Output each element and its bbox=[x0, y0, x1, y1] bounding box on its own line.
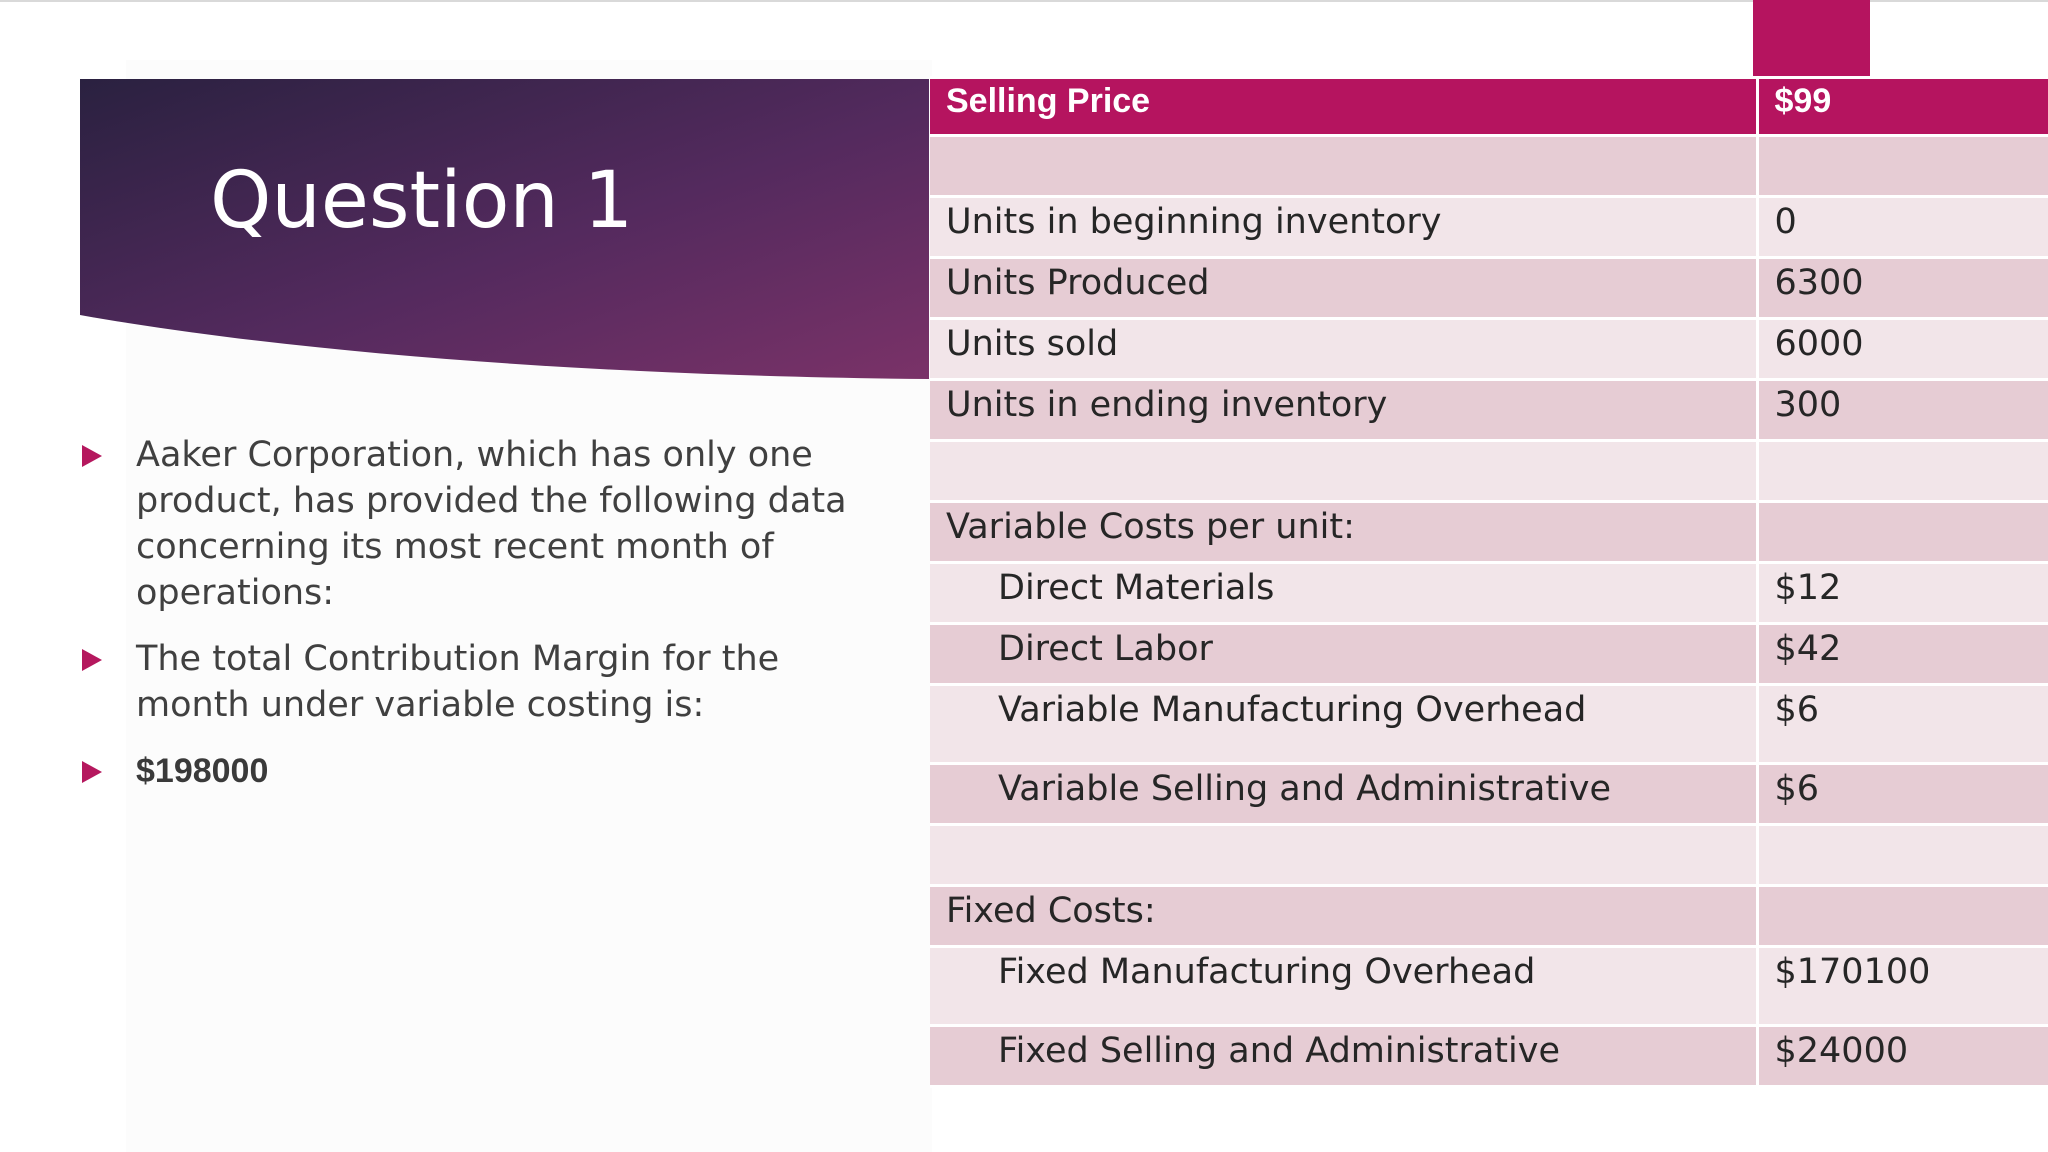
row-value-cell: 0 bbox=[1757, 195, 2048, 259]
row-value-cell: $12 bbox=[1757, 561, 2048, 625]
top-divider bbox=[0, 0, 2048, 2]
table-header-row: Selling Price $99 bbox=[930, 76, 2048, 137]
table-row: Units sold 6000 bbox=[930, 317, 2048, 381]
row-value-cell: $6 bbox=[1757, 762, 2048, 826]
row-value-cell: $24000 bbox=[1757, 1024, 2048, 1088]
row-value-cell: $42 bbox=[1757, 622, 2048, 686]
row-value-cell bbox=[1757, 134, 2048, 198]
row-label-cell: Units Produced bbox=[930, 256, 1759, 320]
row-value-cell: $170100 bbox=[1757, 945, 2048, 1027]
cost-data-table: Selling Price $99 Units in beginning inv… bbox=[930, 76, 2048, 1088]
row-label-cell: Units in ending inventory bbox=[930, 378, 1759, 442]
row-label-cell bbox=[930, 134, 1759, 198]
table-row: Fixed Selling and Administrative $24000 bbox=[930, 1024, 2048, 1088]
answer-text: $198000 bbox=[136, 752, 269, 790]
table-row: Units in ending inventory 300 bbox=[930, 378, 2048, 442]
row-label-cell: Direct Labor bbox=[930, 622, 1759, 686]
title-banner bbox=[80, 79, 929, 381]
row-label-cell: Fixed Selling and Administrative bbox=[930, 1024, 1759, 1088]
accent-tab bbox=[1753, 0, 1870, 76]
table-row: Direct Labor $42 bbox=[930, 622, 2048, 686]
table-row: Variable Selling and Administrative $6 bbox=[930, 762, 2048, 826]
row-label-cell bbox=[930, 823, 1759, 887]
header-value-cell: $99 bbox=[1757, 76, 2048, 137]
row-label-cell: Direct Materials bbox=[930, 561, 1759, 625]
table-row bbox=[930, 439, 2048, 503]
bullet-item: Aaker Corporation, which has only one pr… bbox=[80, 432, 860, 616]
row-value-cell bbox=[1757, 823, 2048, 887]
row-label-cell: Fixed Manufacturing Overhead bbox=[930, 945, 1759, 1027]
bullet-text: Aaker Corporation, which has only one pr… bbox=[136, 435, 847, 613]
bullet-text: The total Contribution Margin for the mo… bbox=[136, 639, 780, 725]
bullet-list: Aaker Corporation, which has only one pr… bbox=[80, 432, 860, 814]
triangle-bullet-icon bbox=[82, 649, 102, 671]
row-value-cell: $6 bbox=[1757, 683, 2048, 765]
table-row: Units Produced 6300 bbox=[930, 256, 2048, 320]
row-value-cell bbox=[1757, 439, 2048, 503]
bullet-item: The total Contribution Margin for the mo… bbox=[80, 636, 860, 728]
table-row bbox=[930, 823, 2048, 887]
table-row bbox=[930, 134, 2048, 198]
table-row: Direct Materials $12 bbox=[930, 561, 2048, 625]
bullet-item: $198000 bbox=[80, 748, 860, 794]
row-label-cell: Variable Manufacturing Overhead bbox=[930, 683, 1759, 765]
header-label-cell: Selling Price bbox=[930, 76, 1759, 137]
title-banner-shape bbox=[80, 79, 929, 379]
row-value-cell: 6300 bbox=[1757, 256, 2048, 320]
row-label-cell: Variable Costs per unit: bbox=[930, 500, 1759, 564]
row-label-cell bbox=[930, 439, 1759, 503]
row-label-cell: Units in beginning inventory bbox=[930, 195, 1759, 259]
row-value-cell bbox=[1757, 884, 2048, 948]
table-row: Variable Costs per unit: bbox=[930, 500, 2048, 564]
triangle-bullet-icon bbox=[82, 761, 102, 783]
slide-title: Question 1 bbox=[210, 156, 634, 246]
row-value-cell: 6000 bbox=[1757, 317, 2048, 381]
table-row: Fixed Costs: bbox=[930, 884, 2048, 948]
table-row: Variable Manufacturing Overhead $6 bbox=[930, 683, 2048, 765]
row-label-cell: Variable Selling and Administrative bbox=[930, 762, 1759, 826]
table-row: Units in beginning inventory 0 bbox=[930, 195, 2048, 259]
row-value-cell bbox=[1757, 500, 2048, 564]
row-value-cell: 300 bbox=[1757, 378, 2048, 442]
triangle-bullet-icon bbox=[82, 445, 102, 467]
row-label-cell: Fixed Costs: bbox=[930, 884, 1759, 948]
table-row: Fixed Manufacturing Overhead $170100 bbox=[930, 945, 2048, 1027]
row-label-cell: Units sold bbox=[930, 317, 1759, 381]
